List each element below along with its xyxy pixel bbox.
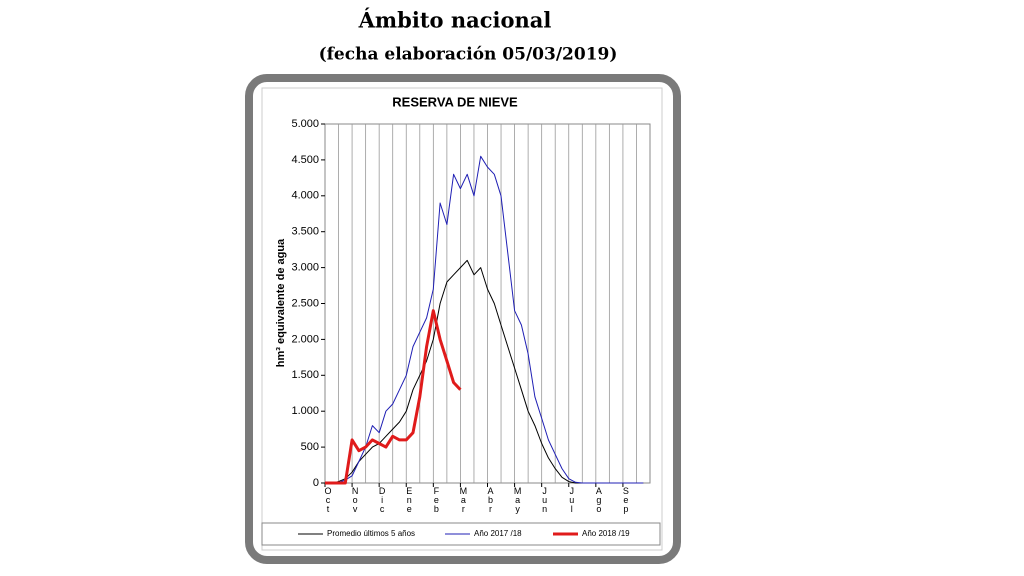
y-tick-label: 3.500 <box>291 226 319 238</box>
y-tick-label: 2.000 <box>291 333 319 345</box>
page-title: Ámbito nacional <box>358 8 552 33</box>
page-subtitle: (fecha elaboración 05/03/2019) <box>319 45 618 65</box>
x-tick-label: Nov <box>350 486 360 513</box>
x-tick-label: Abr <box>486 486 496 513</box>
x-tick-label: Ago <box>594 486 604 513</box>
legend-label: Año 2017 /18 <box>474 529 522 538</box>
legend-box <box>261 522 661 546</box>
x-tick-label: Feb <box>431 486 441 513</box>
x-tick-label: May <box>513 486 523 514</box>
x-tick-label: Jun <box>540 486 550 513</box>
x-tick-label: Jul <box>567 486 577 513</box>
y-tick-label: 4.000 <box>291 190 319 202</box>
y-tick-label: 2.500 <box>291 297 319 309</box>
x-tick-label: Oct <box>323 486 333 513</box>
y-tick-label: 3.000 <box>291 262 319 274</box>
series-line <box>325 155 644 484</box>
y-tick-label: 1.500 <box>291 369 319 381</box>
series-line <box>325 309 462 485</box>
y-tick-label: 5.000 <box>291 118 319 130</box>
legend-label: Año 2018 /19 <box>582 529 630 538</box>
y-tick-label: 0 <box>313 477 319 489</box>
y-tick-label: 4.500 <box>291 154 319 166</box>
y-tick-label: 500 <box>301 441 319 453</box>
x-tick-label: Dic <box>377 486 387 513</box>
y-axis-label: hm³ equivalente de agua <box>275 238 287 367</box>
x-tick-label: Ene <box>404 486 414 513</box>
chart-title: RESERVA DE NIEVE <box>392 94 518 109</box>
x-tick-label: Mar <box>458 486 468 513</box>
y-tick-label: 1.000 <box>291 405 319 417</box>
x-tick-label: Sep <box>621 486 631 514</box>
legend-label: Promedio últimos 5 años <box>327 529 415 538</box>
